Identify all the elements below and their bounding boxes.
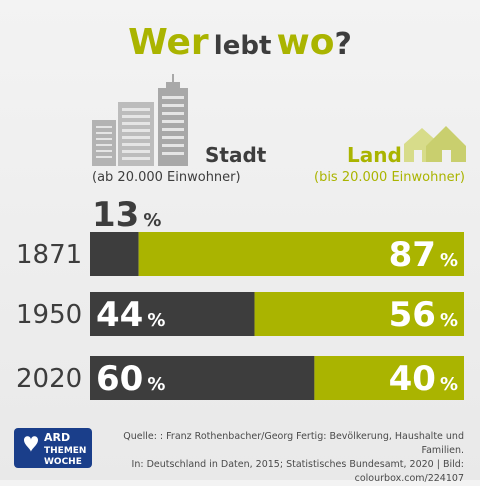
value-label-land-1871: 87% bbox=[389, 235, 458, 275]
value-label-stadt-2020: 60% bbox=[96, 359, 165, 399]
bar-stadt-1871 bbox=[90, 232, 139, 276]
source-line-1: Quelle: : Franz Rothenbacher/Georg Ferti… bbox=[123, 431, 464, 456]
title-wer: Wer bbox=[128, 22, 209, 63]
houses-icon bbox=[404, 126, 466, 162]
value-label-stadt-1950: 44% bbox=[96, 295, 165, 335]
title-question-mark: ? bbox=[334, 27, 352, 62]
land-sublabel: (bis 20.000 Einwohner) bbox=[314, 170, 466, 185]
value-label-stadt-1871: 13% bbox=[92, 195, 161, 235]
page-title: Wer lebt wo? bbox=[0, 22, 480, 63]
value-label-land-2020: 40% bbox=[389, 359, 458, 399]
logo-text-ard: ARD bbox=[44, 431, 70, 444]
year-label-2020: 2020 bbox=[16, 364, 82, 394]
bar-stadt-2020 bbox=[90, 356, 315, 400]
title-wo: wo bbox=[276, 22, 335, 63]
year-label-1950: 1950 bbox=[16, 300, 82, 330]
logo-text-woche: WOCHE bbox=[44, 457, 82, 467]
logo-text-themen: THEMEN bbox=[44, 446, 86, 456]
year-label-1871: 1871 bbox=[16, 240, 82, 270]
stadt-label: Stadt bbox=[205, 143, 267, 167]
land-label: Land bbox=[347, 143, 402, 167]
value-label-land-1950: 56% bbox=[389, 295, 458, 335]
ard-themenwoche-logo: ARD THEMEN WOCHE bbox=[14, 428, 92, 468]
bar-stadt-1950 bbox=[90, 292, 255, 336]
city-skyline-icon bbox=[92, 74, 188, 166]
title-lebt: lebt bbox=[213, 31, 272, 61]
bar-land-1950 bbox=[254, 292, 464, 336]
bar-land-1871 bbox=[138, 232, 464, 276]
bar-land-2020 bbox=[314, 356, 464, 400]
source-note: Quelle: : Franz Rothenbacher/Georg Ferti… bbox=[84, 430, 464, 486]
stadt-sublabel: (ab 20.000 Einwohner) bbox=[92, 170, 241, 185]
source-line-2: In: Deutschland in Daten, 2015; Statisti… bbox=[131, 459, 464, 484]
